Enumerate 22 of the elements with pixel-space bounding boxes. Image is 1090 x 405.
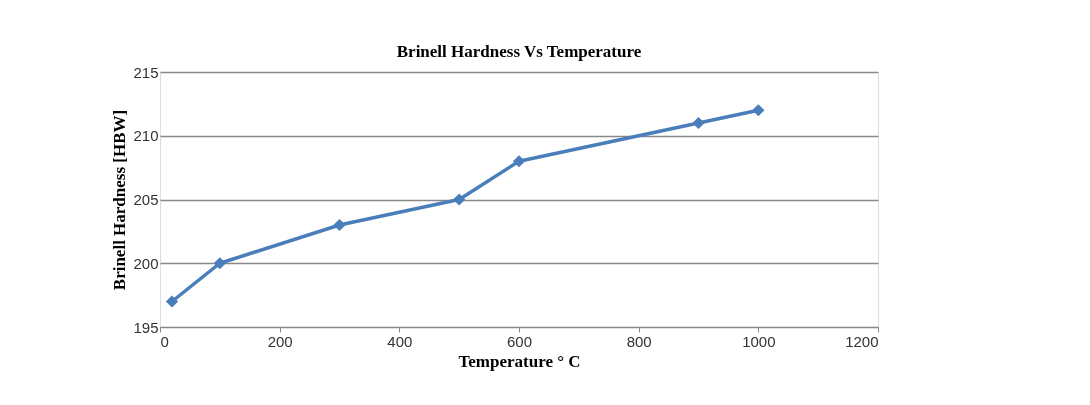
y-tick-label: 195 — [133, 318, 159, 336]
point — [165, 295, 179, 308]
y-tick-label: 200 — [133, 254, 159, 272]
x-axis-title: Temperature ° C — [458, 351, 581, 371]
point — [512, 155, 526, 168]
y-tick-label: 210 — [133, 127, 159, 145]
x-tick-label: 1000 — [742, 332, 776, 350]
y-axis-title: Brinell Hardness [HBW] — [110, 109, 130, 291]
point — [692, 116, 705, 130]
x-tick-label: 600 — [506, 332, 533, 350]
point — [333, 218, 346, 232]
y-tick-label: 215 — [133, 63, 159, 81]
y-tick-label: 205 — [133, 191, 159, 208]
x-tick-label: 800 — [626, 332, 652, 350]
chart-title: Brinell Hardness Vs Temperature — [396, 42, 642, 61]
point — [213, 257, 226, 270]
x-tick-label: 0 — [160, 332, 169, 350]
x-tick-label: 200 — [267, 332, 293, 350]
point — [453, 193, 466, 206]
x-tick-label: 1200 — [845, 332, 879, 350]
x-tick-label: 400 — [387, 332, 413, 350]
point — [752, 104, 765, 117]
